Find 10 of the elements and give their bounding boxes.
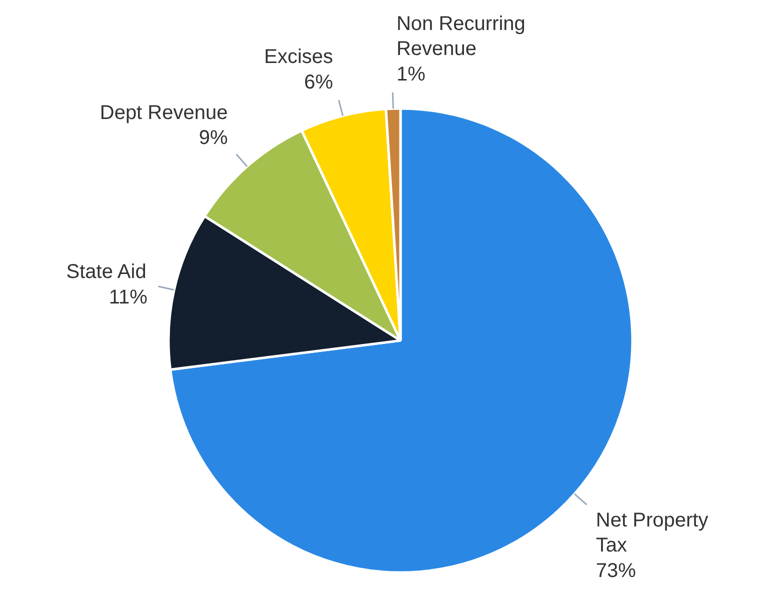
- data-label: 11%: [108, 286, 148, 308]
- data-label: 9%: [198, 127, 228, 150]
- data-label: 6%: [304, 71, 334, 94]
- data-label: 1%: [396, 63, 426, 86]
- slice-label: Net Property Tax: [596, 509, 708, 557]
- slice-label: Non Recurring Revenue: [396, 12, 526, 60]
- slice-label: Dept Revenue: [100, 102, 228, 124]
- data-label: 73%: [596, 560, 636, 582]
- slice-label: Excises: [264, 46, 334, 68]
- slice-label: State Aid: [66, 261, 146, 284]
